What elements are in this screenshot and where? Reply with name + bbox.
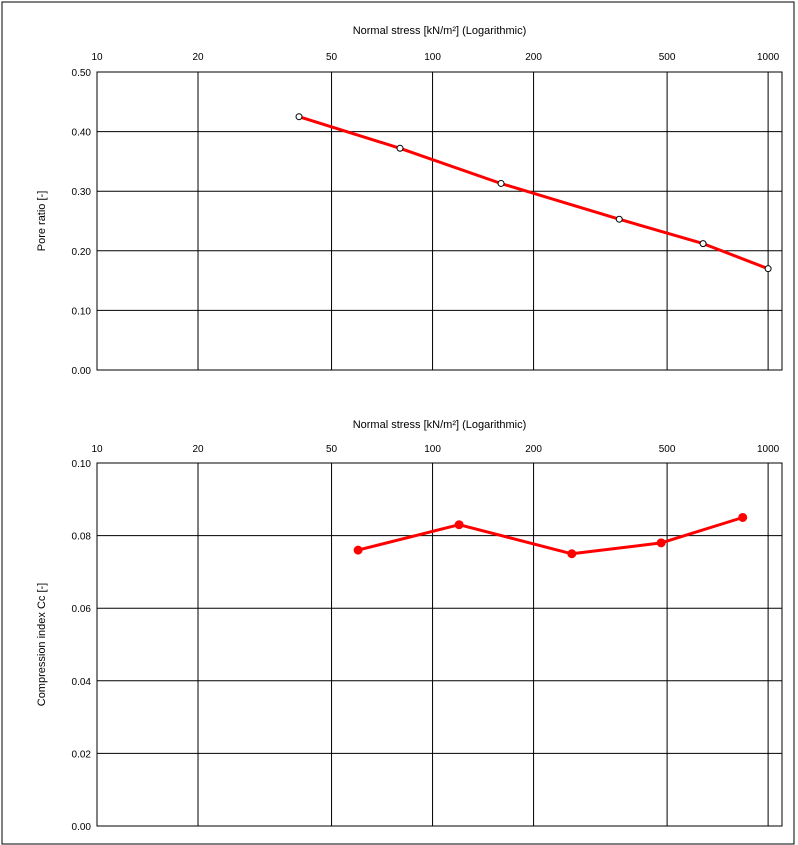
data-point (656, 538, 666, 548)
data-point (567, 549, 577, 559)
x-axis-title: Normal stress [kN/m²] (Logarithmic) (353, 419, 527, 431)
x-tick-label: 500 (659, 52, 676, 63)
x-tick-label: 10 (91, 52, 103, 63)
x-tick-label: 1000 (757, 52, 780, 63)
y-tick-label: 0.06 (72, 604, 92, 615)
x-axis-title: Normal stress [kN/m²] (Logarithmic) (353, 25, 527, 37)
x-tick-label: 50 (326, 52, 338, 63)
y-tick-label: 0.04 (72, 677, 92, 688)
data-point (353, 545, 363, 555)
y-tick-label: 0.50 (72, 68, 92, 79)
x-tick-label: 1000 (757, 444, 780, 455)
x-tick-label: 20 (192, 52, 204, 63)
data-point (764, 265, 772, 273)
x-tick-label: 200 (525, 52, 542, 63)
y-tick-label: 0.10 (72, 306, 92, 317)
data-point (497, 179, 505, 187)
y-tick-label: 0.00 (72, 822, 92, 833)
data-point (738, 512, 748, 522)
y-tick-label: 0.10 (72, 459, 92, 470)
data-point (295, 113, 303, 121)
y-axis-title: Compression index Cc [-] (36, 583, 48, 707)
y-tick-label: 0.30 (72, 187, 92, 198)
plot-area (96, 71, 783, 371)
pore-ratio-chart: 10 20 50 100 200 500 1000 0.00 0.10 0.20 0.30 0.40 0… (36, 25, 783, 377)
y-axis-title: Pore ratio [-] (36, 191, 48, 252)
y-tick-label: 0.08 (72, 532, 92, 543)
y-tick-label: 0.02 (72, 749, 92, 760)
x-tick-label: 200 (525, 444, 542, 455)
plot-area (96, 462, 783, 827)
series-line (298, 115, 769, 271)
y-tick-label: 0.20 (72, 247, 92, 258)
data-point (615, 215, 623, 223)
x-tick-label: 10 (91, 444, 103, 455)
y-tick-label: 0.00 (72, 366, 92, 377)
compression-index-chart: 10 20 50 100 200 500 1000 0.00 0.02 0.04 0.06 0.08 0… (36, 419, 783, 833)
y-tick-label: 0.40 (72, 128, 92, 139)
data-point (396, 144, 404, 152)
data-point (454, 520, 464, 530)
x-tick-label: 100 (424, 52, 441, 63)
x-tick-label: 100 (424, 444, 441, 455)
x-tick-label: 500 (659, 444, 676, 455)
x-tick-label: 50 (326, 444, 338, 455)
data-point (699, 240, 707, 248)
x-tick-label: 20 (192, 444, 204, 455)
